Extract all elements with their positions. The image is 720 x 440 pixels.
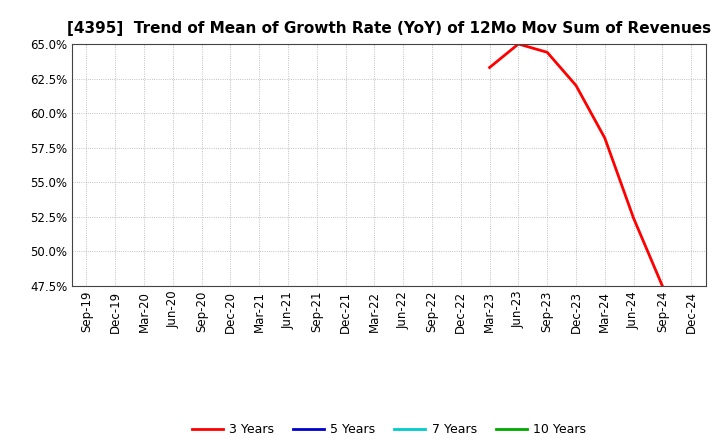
3 Years — [485, 65, 494, 70]
3 Years — [572, 83, 580, 88]
3 Years — [658, 283, 667, 289]
3 Years — [600, 136, 609, 141]
3 Years — [543, 50, 552, 55]
Line: 3 Years: 3 Years — [490, 44, 662, 286]
3 Years — [629, 216, 638, 221]
3 Years — [514, 41, 523, 47]
Legend: 3 Years, 5 Years, 7 Years, 10 Years: 3 Years, 5 Years, 7 Years, 10 Years — [186, 418, 591, 440]
Title: [4395]  Trend of Mean of Growth Rate (YoY) of 12Mo Mov Sum of Revenues: [4395] Trend of Mean of Growth Rate (YoY… — [67, 21, 711, 36]
